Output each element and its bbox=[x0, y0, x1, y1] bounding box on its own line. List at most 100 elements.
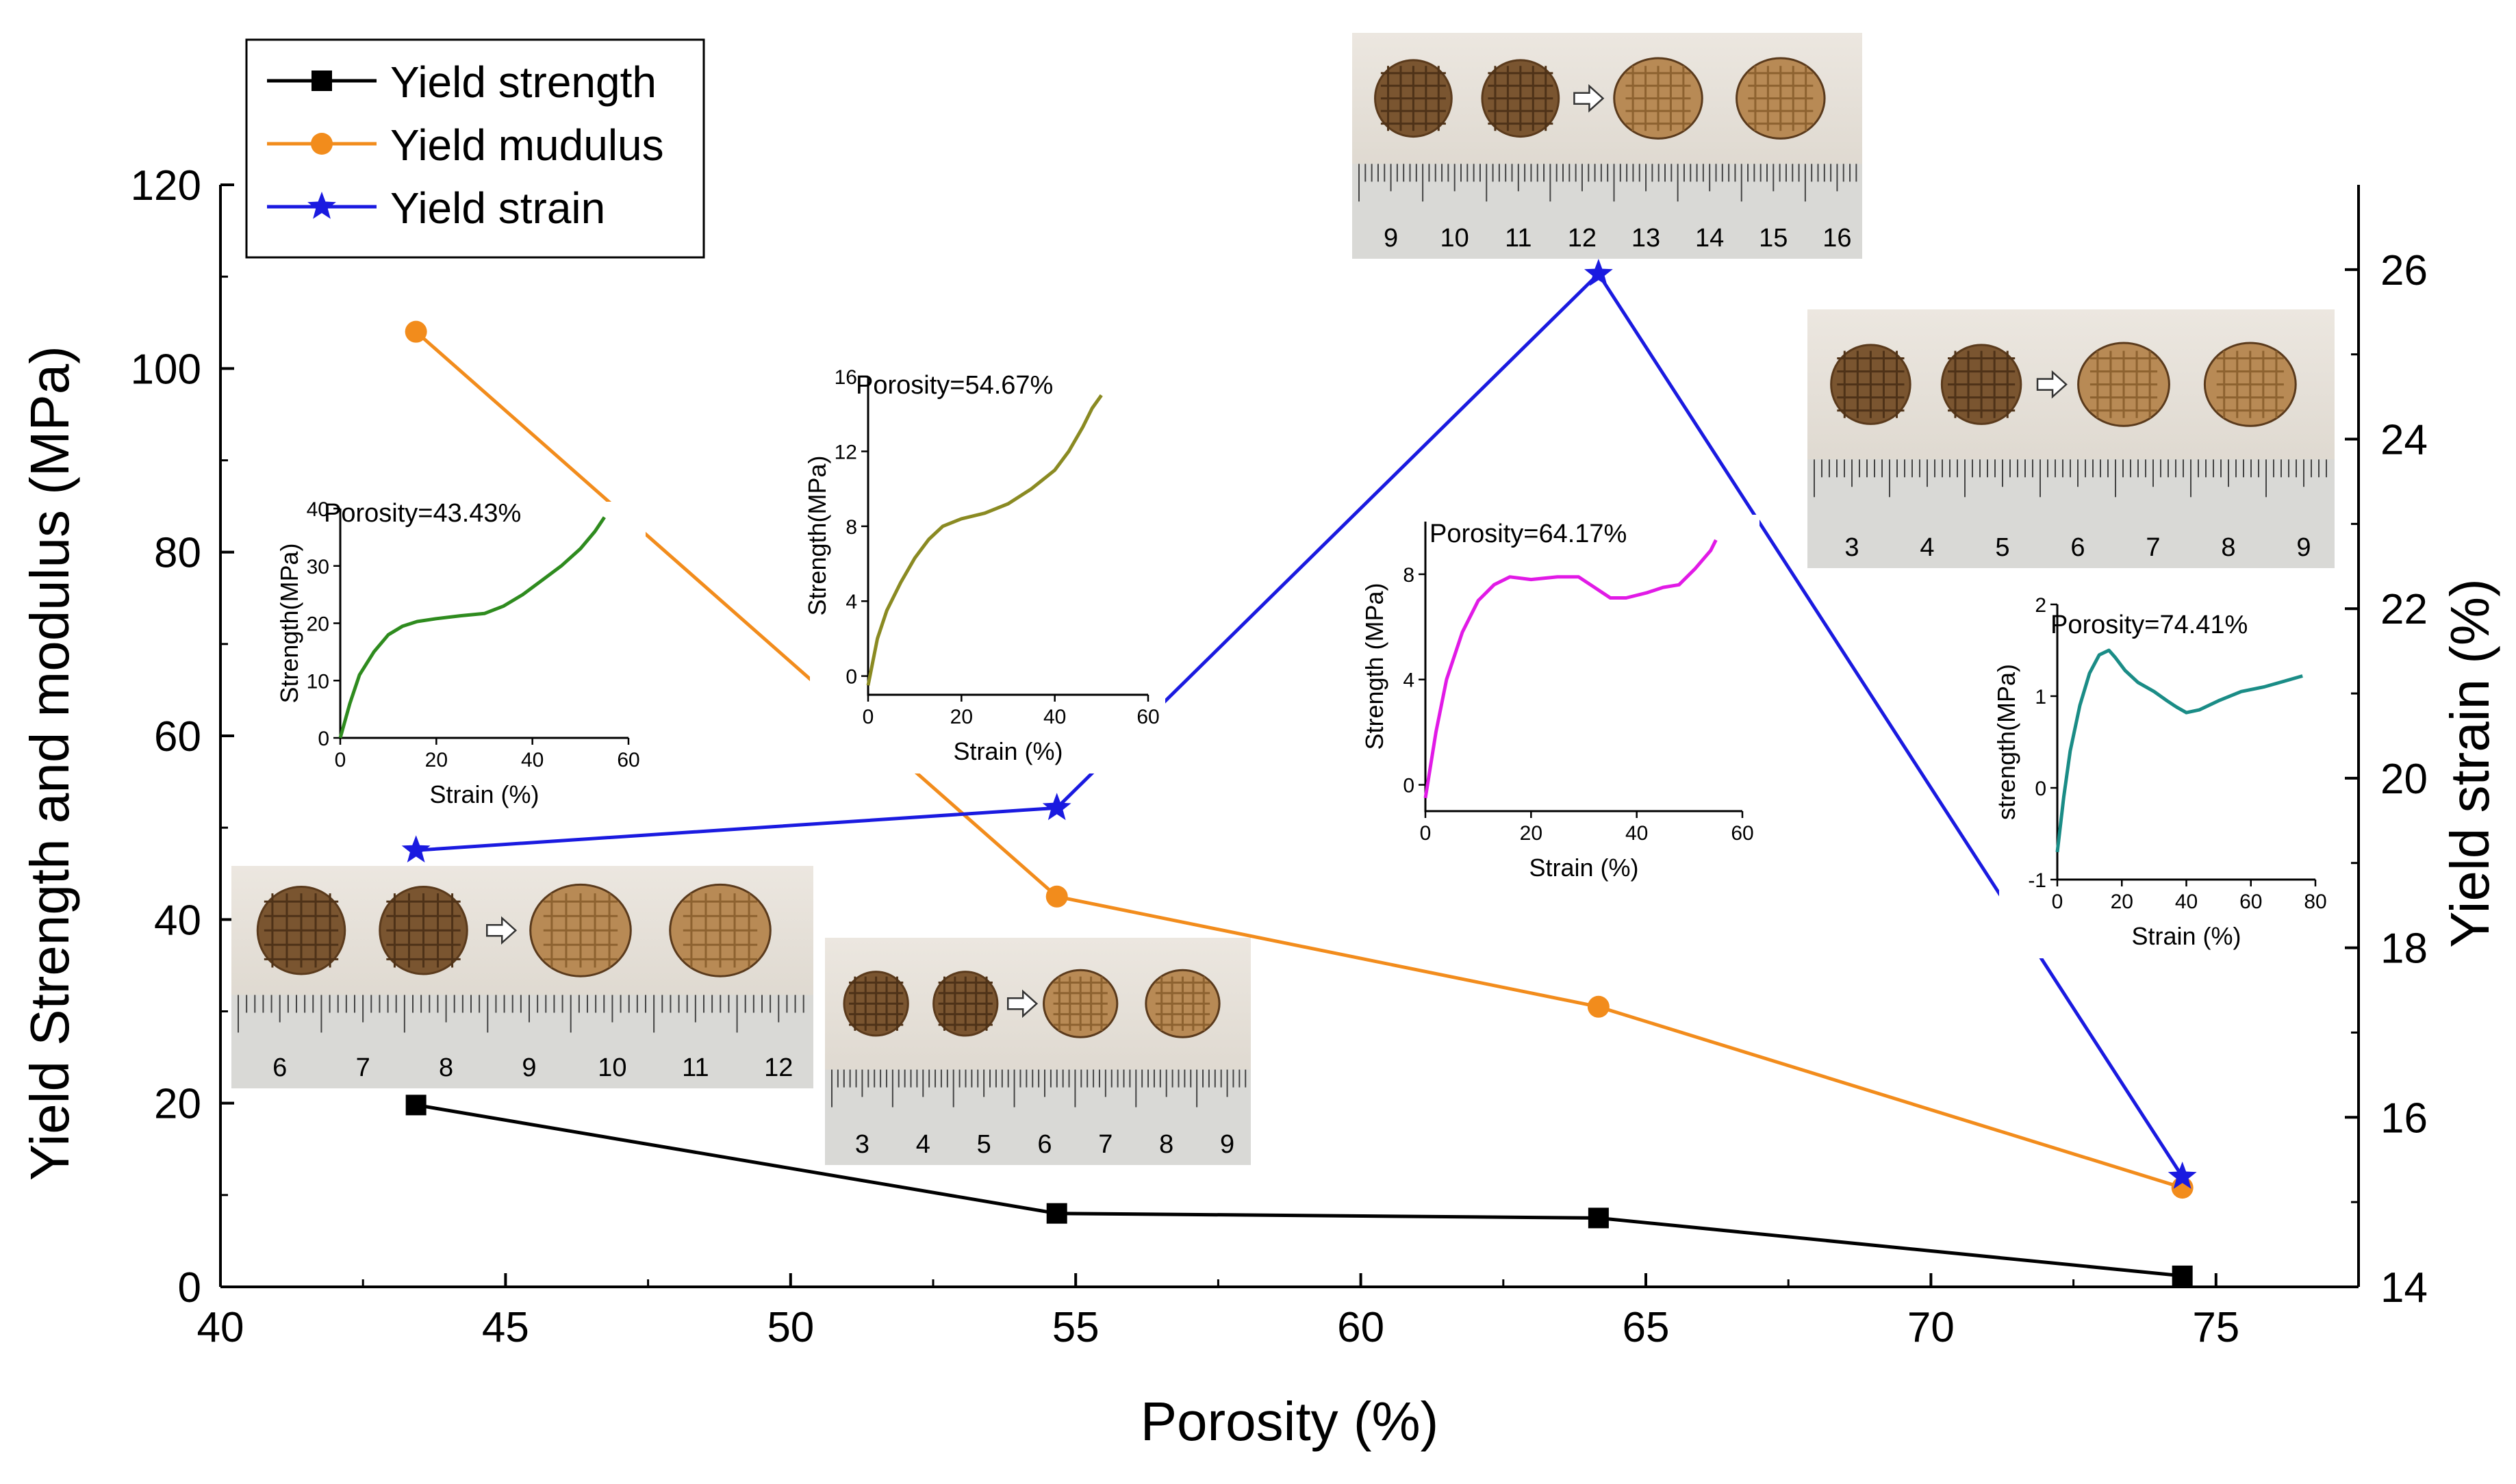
legend-label: Yield strain bbox=[390, 183, 605, 233]
y2-tick-label: 20 bbox=[2380, 756, 2428, 803]
ruler-number: 9 bbox=[522, 1053, 536, 1082]
ruler-number: 3 bbox=[1844, 533, 1859, 562]
ruler-number: 4 bbox=[1920, 533, 1934, 562]
ruler-number: 16 bbox=[1822, 224, 1851, 253]
inset-y-tick-label: 12 bbox=[835, 441, 857, 463]
y-tick-label: 120 bbox=[131, 162, 201, 209]
inset-y-tick-label: 2 bbox=[2035, 594, 2046, 617]
inset-y-tick-label: 4 bbox=[1403, 669, 1414, 692]
inset-x-label: Strain (%) bbox=[2131, 922, 2241, 950]
inset-y-tick-label: 20 bbox=[307, 613, 329, 636]
y-axis-title: Yield Strength and modulus (MPa) bbox=[19, 346, 80, 1181]
inset-x-tick-label: 60 bbox=[2239, 891, 2262, 913]
series-line-yield-mudulus bbox=[415, 330, 2183, 1190]
inset-x-tick-label: 20 bbox=[2111, 891, 2133, 913]
data-point-yield-strain bbox=[1042, 793, 1071, 821]
data-point-yield-strength bbox=[1588, 1207, 1609, 1229]
ruler bbox=[231, 995, 813, 1088]
inset-x-tick-label: 0 bbox=[863, 706, 874, 728]
ruler-number: 5 bbox=[1995, 533, 2009, 562]
ruler-number: 6 bbox=[1037, 1130, 1052, 1159]
y2-tick-label: 22 bbox=[2380, 586, 2428, 633]
photo-inset: 3 4 5 6 7 8 9 bbox=[1807, 309, 2335, 568]
y2-axis-title: Yield strain (%) bbox=[2439, 578, 2500, 947]
ruler-number: 7 bbox=[1098, 1130, 1113, 1159]
ruler bbox=[1807, 459, 2335, 568]
ruler-number: 7 bbox=[2146, 533, 2160, 562]
inset-background bbox=[1999, 598, 2333, 958]
inset-x-tick-label: 60 bbox=[1136, 706, 1159, 728]
inset-curve bbox=[2055, 648, 2303, 853]
data-point-yield-strain bbox=[401, 835, 431, 862]
ruler-number: 12 bbox=[764, 1053, 793, 1082]
main-series bbox=[401, 259, 2197, 1286]
main-axes: 40 45 50 55 60 65 70 75020406080100120141618202… bbox=[19, 162, 2500, 1452]
ruler-number: 8 bbox=[1159, 1130, 1173, 1159]
inset-x-tick-label: 60 bbox=[1731, 822, 1753, 845]
y-tick-label: 0 bbox=[178, 1264, 201, 1312]
x-tick-label: 55 bbox=[1052, 1304, 1100, 1351]
x-tick-label: 40 bbox=[197, 1304, 244, 1351]
inset-y-tick-label: 0 bbox=[2035, 778, 2046, 800]
inset-y-tick-label: 30 bbox=[307, 556, 329, 578]
inset-x-tick-label: 20 bbox=[425, 749, 448, 771]
y-tick-label: 100 bbox=[131, 346, 201, 393]
y2-tick-label: 18 bbox=[2380, 925, 2428, 973]
y2-tick-label: 24 bbox=[2380, 417, 2428, 464]
photo-inset: 9 10 11 12 13 14 15 16 bbox=[1352, 33, 1862, 259]
inset-x-tick-label: 40 bbox=[1043, 706, 1066, 728]
inset-y-label: Strength(MPa) bbox=[275, 543, 303, 703]
arrow-icon bbox=[2036, 370, 2068, 399]
x-tick-label: 75 bbox=[2192, 1304, 2239, 1351]
inset-y-tick-label: 1 bbox=[2035, 686, 2046, 708]
y-tick-label: 20 bbox=[154, 1081, 201, 1128]
inset-y-tick-label: 0 bbox=[318, 728, 329, 750]
y2-tick-label: 14 bbox=[2380, 1264, 2428, 1312]
inset-porosity-label: Porosity=54.67% bbox=[856, 371, 1053, 400]
y-tick-label: 60 bbox=[154, 713, 201, 760]
data-point-yield-strength bbox=[2172, 1265, 2193, 1286]
ruler-number: 10 bbox=[598, 1053, 626, 1082]
x-tick-label: 65 bbox=[1623, 1304, 1670, 1351]
inset-y-tick-label: 10 bbox=[307, 670, 329, 693]
legend: Yield strength Yield mudulus Yield strain bbox=[245, 38, 705, 259]
data-point-yield-mudulus bbox=[1045, 885, 1068, 908]
y2-tick-label: 16 bbox=[2380, 1095, 2428, 1142]
x-tick-label: 70 bbox=[1907, 1304, 1955, 1351]
inset-x-label: Strain (%) bbox=[953, 737, 1063, 765]
ruler bbox=[825, 1069, 1251, 1165]
series-line-yield-strength bbox=[416, 1103, 2183, 1278]
ruler-number: 6 bbox=[272, 1053, 287, 1082]
x-tick-label: 50 bbox=[767, 1304, 814, 1351]
photo-inset: 6 7 8 9 10 11 12 bbox=[231, 866, 813, 1088]
inset-background bbox=[282, 502, 646, 817]
legend-label: Yield strength bbox=[390, 57, 657, 107]
ruler-number: 8 bbox=[2221, 533, 2235, 562]
ruler-number: 10 bbox=[1440, 224, 1469, 253]
ruler-number: 3 bbox=[855, 1130, 869, 1159]
inset-x-tick-label: 40 bbox=[1625, 822, 1648, 845]
ruler-number: 12 bbox=[1568, 224, 1597, 253]
legend-label: Yield mudulus bbox=[390, 120, 664, 170]
inset-y-tick-label: 40 bbox=[307, 498, 329, 521]
ruler-number: 13 bbox=[1631, 224, 1660, 253]
inset-curve bbox=[1423, 539, 1718, 799]
inset-y-tick-label: -1 bbox=[2028, 869, 2046, 892]
inset-x-tick-label: 20 bbox=[950, 706, 973, 728]
ruler-number: 5 bbox=[977, 1130, 991, 1159]
data-point-yield-strength bbox=[405, 1095, 427, 1116]
inset-x-tick-label: 60 bbox=[617, 749, 639, 771]
inset-x-tick-label: 80 bbox=[2304, 891, 2326, 913]
inset-y-label: strength(MPa) bbox=[1992, 664, 2020, 820]
ruler-number: 9 bbox=[1220, 1130, 1234, 1159]
legend-marker bbox=[311, 133, 333, 155]
inset-y-tick-label: 4 bbox=[846, 591, 857, 613]
ruler-number: 9 bbox=[2296, 533, 2311, 562]
y2-tick-label: 26 bbox=[2380, 247, 2428, 294]
legend-marker bbox=[312, 71, 332, 91]
photo-inset: 3 4 5 6 7 8 9 bbox=[825, 938, 1251, 1165]
inset-x-tick-label: 20 bbox=[1520, 822, 1542, 845]
